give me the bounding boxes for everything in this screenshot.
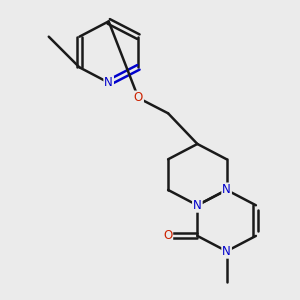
Text: N: N bbox=[222, 183, 231, 196]
Text: O: O bbox=[134, 92, 143, 104]
Text: O: O bbox=[163, 230, 172, 242]
Text: N: N bbox=[222, 245, 231, 258]
Text: N: N bbox=[193, 199, 202, 212]
Text: N: N bbox=[104, 76, 113, 89]
